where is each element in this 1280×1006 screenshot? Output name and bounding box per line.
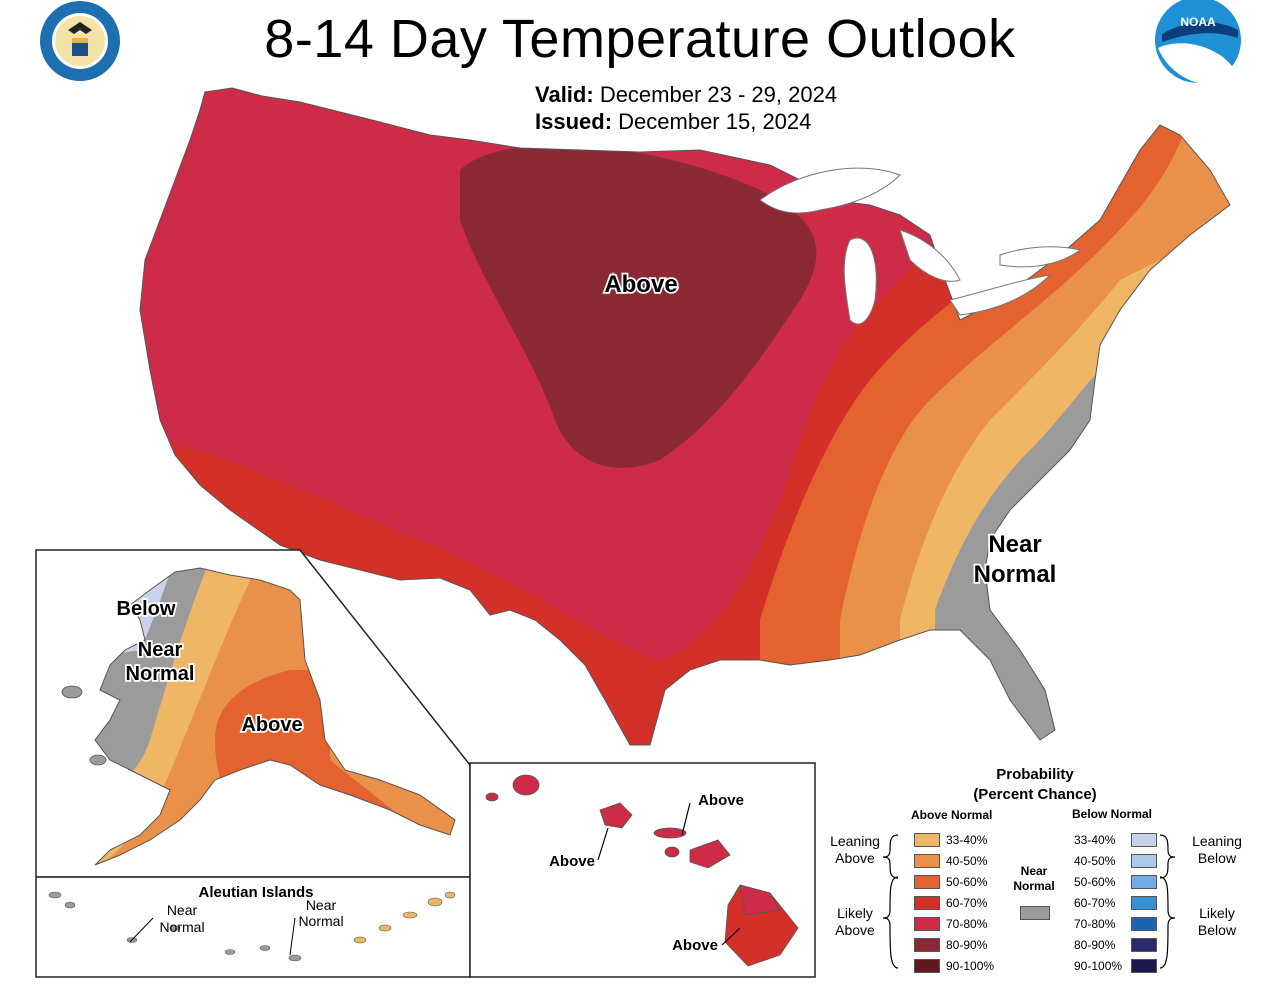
- legend-above-bin-label: 60-70%: [946, 896, 988, 910]
- legend-leaning-above-1: Leaning: [830, 833, 880, 849]
- issued-line: Issued: December 15, 2024: [535, 109, 811, 135]
- legend-below-header: Below Normal: [1072, 807, 1153, 821]
- ak-near-label: Near: [138, 639, 183, 661]
- noaa-logo-text: NOAA: [1180, 15, 1216, 29]
- aleutian-near-2: Near: [306, 897, 337, 913]
- legend-above-bin-label: 80-90%: [946, 938, 988, 952]
- legend-likely-below: Likely Below: [1184, 905, 1250, 939]
- legend-below-swatch: [1131, 854, 1157, 868]
- legend-below-bin-label: 50-60%: [1074, 875, 1116, 889]
- legend-below-bin-label: 70-80%: [1074, 917, 1116, 931]
- aleutian-islands: [48, 891, 302, 962]
- legend-leaning-below-1: Leaning: [1192, 833, 1242, 849]
- legend-likely-below-1: Likely: [1199, 905, 1235, 921]
- valid-value: December 23 - 29, 2024: [599, 82, 838, 107]
- legend-likely-above-2: Above: [835, 922, 875, 938]
- valid-line: Valid: December 23 - 29, 2024: [535, 82, 837, 108]
- aleutian-normal-2: Normal: [298, 913, 343, 929]
- conus-normal-label: Normal: [974, 561, 1057, 588]
- noaa-logo-icon: [1155, 0, 1241, 86]
- legend-below-bin-label: 60-70%: [1074, 896, 1116, 910]
- legend-above-swatch: [914, 833, 940, 847]
- legend-below-swatch: [1131, 959, 1157, 973]
- legend-likely-above-1: Likely: [837, 905, 873, 921]
- legend-above-bin-label: 90-100%: [946, 959, 995, 973]
- legend-near-normal-swatch: [1020, 906, 1050, 920]
- conus-near-label: Near: [988, 531, 1041, 558]
- legend-below-bin-label: 40-50%: [1074, 854, 1116, 868]
- aleutian-normal-1: Normal: [159, 919, 204, 935]
- issued-value: December 15, 2024: [618, 109, 812, 134]
- legend-near-2: Normal: [1013, 879, 1055, 893]
- ak-above-label: Above: [241, 714, 302, 736]
- legend-above-swatch: [914, 959, 940, 973]
- legend-leaning-above-2: Above: [835, 850, 875, 866]
- legend-below-bin-label: 33-40%: [1074, 833, 1116, 847]
- hawaii-islands: [485, 774, 799, 967]
- legend-below-swatch: [1131, 917, 1157, 931]
- legend-above-swatch: [914, 917, 940, 931]
- hi-above-label-2: Above: [549, 853, 595, 870]
- legend-above-bin-label: 50-60%: [946, 875, 988, 889]
- legend-leaning-below-2: Below: [1197, 850, 1237, 866]
- commerce-seal-icon: [40, 1, 120, 81]
- legend-below-swatch: [1131, 896, 1157, 910]
- issued-label: Issued:: [535, 109, 613, 134]
- page-title: 8-14 Day Temperature Outlook: [264, 9, 1016, 69]
- legend-likely-below-2: Below: [1197, 922, 1237, 938]
- legend-below-bin-label: 90-100%: [1074, 959, 1123, 973]
- legend-above-header: Above Normal: [911, 808, 993, 822]
- legend-below-swatch: [1131, 875, 1157, 889]
- legend-leaning-below: Leaning Below: [1184, 833, 1250, 867]
- legend-above-swatch: [914, 875, 940, 889]
- aleutian-near-1: Near: [167, 902, 198, 918]
- valid-label: Valid:: [535, 82, 594, 107]
- legend-below-swatch: [1131, 833, 1157, 847]
- legend-below-swatch: [1131, 938, 1157, 952]
- legend-below-bin-label: 80-90%: [1074, 938, 1116, 952]
- legend-above-swatch: [914, 896, 940, 910]
- legend-above-bin-label: 40-50%: [946, 854, 988, 868]
- legend-above-bin-label: 70-80%: [946, 917, 988, 931]
- legend-near-1: Near: [1020, 864, 1048, 878]
- legend-leaning-above: Leaning Above: [822, 833, 888, 867]
- hi-above-label-1: Above: [698, 792, 744, 809]
- legend-title-2: (Percent Chance): [973, 786, 1097, 803]
- ak-normal-label: Normal: [126, 663, 195, 685]
- hi-above-label-3: Above: [672, 937, 718, 954]
- conus-above-label: Above: [604, 271, 677, 298]
- legend-above-bin-label: 33-40%: [946, 833, 988, 847]
- legend-near-normal: Near Normal: [1004, 864, 1064, 894]
- legend-likely-above: Likely Above: [822, 905, 888, 939]
- aleutian-title: Aleutian Islands: [198, 884, 313, 901]
- legend-title-1: Probability: [996, 766, 1074, 783]
- legend-above-swatch: [914, 938, 940, 952]
- ak-below-label: Below: [117, 598, 176, 620]
- legend-above-swatch: [914, 854, 940, 868]
